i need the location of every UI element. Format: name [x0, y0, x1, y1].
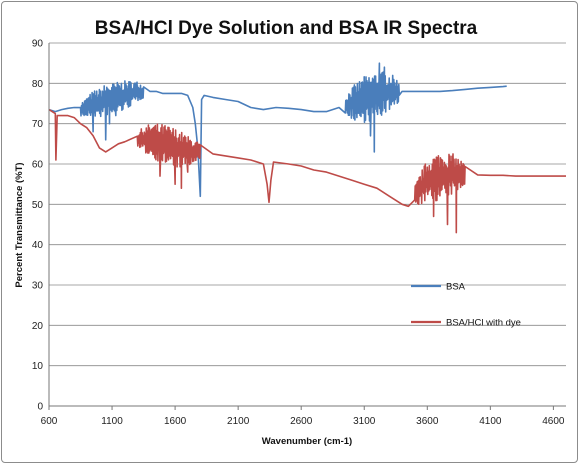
legend-label-1: BSA/HCl with dye — [446, 318, 521, 329]
x-tick-label: 1100 — [101, 416, 123, 427]
y-tick-label: 10 — [32, 361, 44, 372]
x-tick-label: 1600 — [164, 416, 187, 427]
x-tick-labels: 600 1100 1600 2100 2600 3100 3600 4100 4600 — [41, 406, 565, 427]
y-tick-label: 40 — [32, 240, 44, 251]
y-tick-label: 90 — [32, 39, 44, 50]
y-tick-label: 20 — [32, 321, 44, 332]
y-tick-label: 80 — [32, 79, 44, 90]
y-tick-label: 70 — [32, 119, 44, 130]
x-tick-label: 3600 — [416, 416, 439, 427]
legend: BSA BSA/HCl with dye — [411, 282, 521, 329]
y-tick-label: 30 — [32, 281, 44, 292]
x-axis-label: Wavenumber (cm-1) — [262, 436, 352, 447]
series-lines — [48, 62, 566, 234]
x-tick-label: 600 — [41, 416, 58, 427]
legend-label-0: BSA — [446, 282, 466, 293]
y-tick-label: 0 — [37, 402, 43, 413]
y-tick-labels: 0 10 20 30 40 50 60 70 80 90 — [32, 39, 44, 413]
series-line-1 — [48, 108, 566, 234]
series-line-0 — [48, 62, 507, 198]
x-tick-label: 3100 — [353, 416, 376, 427]
y-tick-label: 60 — [32, 160, 44, 171]
x-tick-label: 4100 — [479, 416, 502, 427]
x-tick-label: 2600 — [290, 416, 313, 427]
y-axis-label: Percent Transmittance (%T) — [14, 162, 25, 287]
x-tick-label: 4600 — [542, 416, 565, 427]
chart-title: BSA/HCl Dye Solution and BSA IR Spectra — [95, 18, 478, 39]
x-tick-label: 2100 — [227, 416, 250, 427]
y-tick-label: 50 — [32, 200, 44, 211]
gridlines — [49, 42, 566, 367]
